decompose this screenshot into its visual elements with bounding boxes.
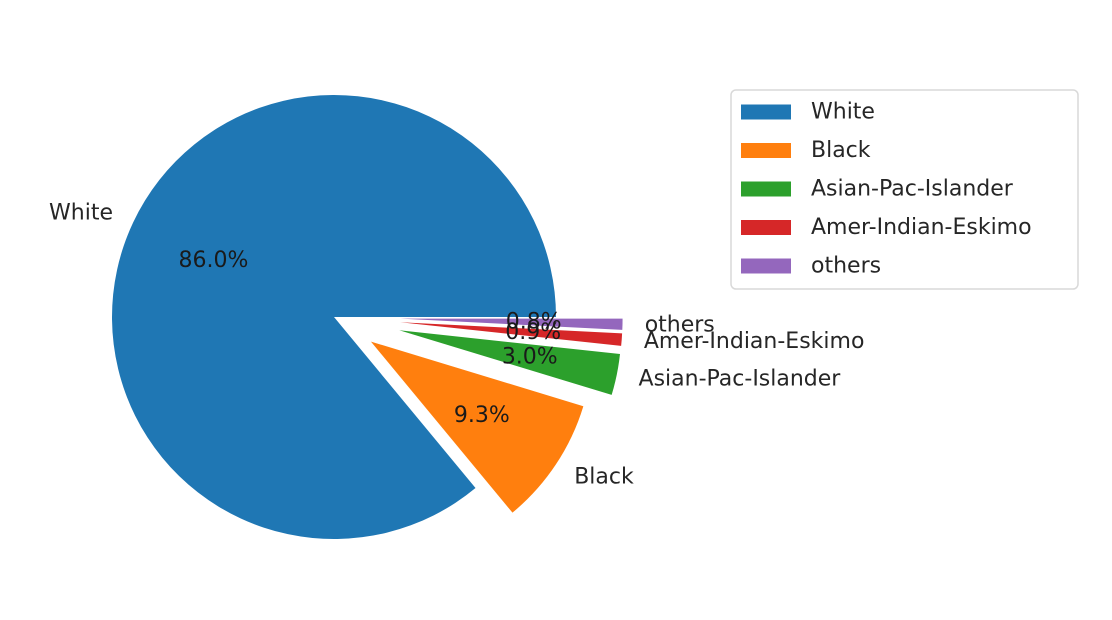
slice-others xyxy=(400,318,623,330)
pie-slices xyxy=(111,94,623,540)
pie-percent-labels: 86.0% 9.3% 3.0%0.9%0.8% xyxy=(179,248,562,428)
percent-label-asian-pac-islander: 3.0% xyxy=(502,344,558,369)
slice-label-white: White xyxy=(49,201,113,226)
slice-amer-indian-eskimo xyxy=(400,322,623,346)
legend-swatch-white xyxy=(741,104,791,120)
legend-label-others: others xyxy=(811,254,881,279)
legend-swatch-others xyxy=(741,258,791,274)
slice-label-black: Black xyxy=(574,464,634,489)
legend-swatch-asian-pac-islander xyxy=(741,181,791,197)
legend-swatch-amer-indian-eskimo xyxy=(741,220,791,235)
slice-label-asian-pac-islander: Asian-Pac-Islander xyxy=(639,367,842,392)
legend-label-amer-indian-eskimo: Amer-Indian-Eskimo xyxy=(811,215,1032,240)
percent-label-black: 9.3% xyxy=(454,403,510,428)
slice-black xyxy=(370,341,584,513)
slice-label-others: others xyxy=(645,312,715,337)
percent-label-amer-indian-eskimo: 0.9% xyxy=(505,320,561,345)
slice-asian-pac-islander xyxy=(399,330,620,395)
legend-swatch-black xyxy=(741,143,791,158)
slice-label-amer-indian-eskimo: Amer-Indian-Eskimo xyxy=(644,329,865,354)
legend-label-asian-pac-islander: Asian-Pac-Islander xyxy=(811,177,1014,202)
legend: White Black Asian-Pac-Islander Amer-Indian-… xyxy=(730,89,1079,290)
pie-slice-labels: White Black Asian-Pac-Islander Amer-Indian-… xyxy=(49,201,864,490)
legend-label-black: Black xyxy=(811,138,871,163)
legend-label-white: White xyxy=(811,100,875,125)
legend-frame xyxy=(730,89,1079,290)
percent-label-others: 0.8% xyxy=(506,310,562,335)
slice-white xyxy=(111,94,556,540)
percent-label-white: 86.0% xyxy=(179,248,249,273)
